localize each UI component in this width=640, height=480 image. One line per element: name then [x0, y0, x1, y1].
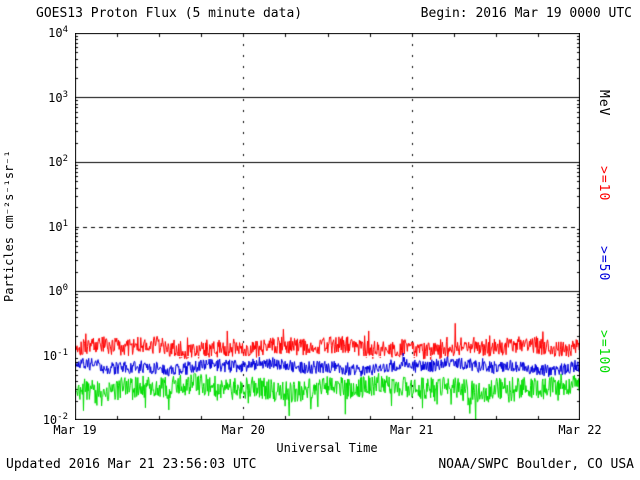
channel-label-10: >=10 [596, 166, 611, 202]
y-tick-label: 104 [48, 25, 68, 40]
channel-label-mev: MeV [596, 90, 611, 117]
x-tick-label: Mar 21 [389, 423, 434, 437]
chart-title: GOES13 Proton Flux (5 minute data) [36, 6, 303, 21]
x-tick-label: Mar 20 [221, 423, 265, 437]
x-tick-label: Mar 19 [53, 423, 97, 437]
y-tick-label: 100 [48, 283, 68, 298]
x-tick-label: Mar 22 [558, 423, 602, 437]
plot-area [75, 33, 580, 420]
y-tick-label: 102 [48, 154, 68, 169]
begin-time-label: Begin: 2016 Mar 19 0000 UTC [420, 6, 632, 21]
y-tick-label: 101 [48, 218, 68, 234]
y-tick-label: 10-2 [42, 412, 68, 427]
channel-label-50: >=50 [596, 246, 611, 282]
y-tick-label: 10-1 [42, 347, 68, 363]
x-axis-label: Universal Time [276, 441, 378, 455]
updated-timestamp: Updated 2016 Mar 21 23:56:03 UTC [6, 457, 257, 472]
plot-canvas [75, 33, 580, 420]
source-attribution: NOAA/SWPC Boulder, CO USA [438, 457, 634, 472]
channel-label-100: >=100 [596, 330, 611, 375]
y-tick-label: 103 [48, 89, 68, 105]
